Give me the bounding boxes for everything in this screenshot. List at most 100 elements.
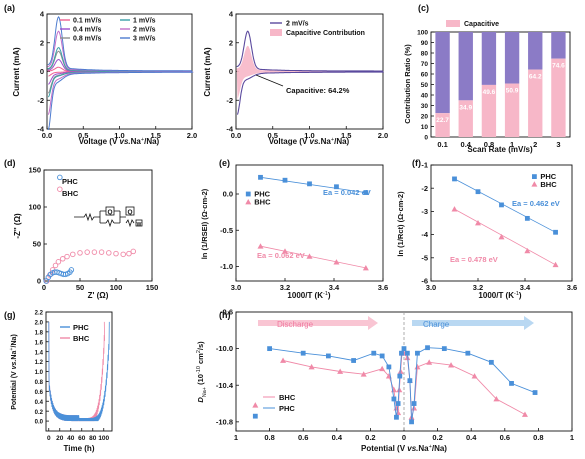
x-tick-label: 3.2 [280,283,290,292]
x-tick-label: 0.0 [42,131,52,140]
resistor-icon [105,219,115,228]
x-tick-label: 3.4 [520,283,531,292]
bar-capacitive [551,58,566,137]
y-tick-label: -10.4 [216,381,234,390]
legend-marker [531,181,538,187]
capacitive-area [236,45,383,100]
data-point-phc [68,267,75,273]
y-tick-label: 30 [421,103,429,110]
circuit-label: W [137,222,142,228]
equivalent-circuit-icon [74,206,143,228]
discharge-arrow [258,320,368,326]
data-point [351,358,356,363]
data-point [379,353,385,359]
data-point [308,363,315,370]
x-axis-title: Voltage (V vs.Na+/Na) [79,137,160,146]
y-axis-title: ln (1/Rct) (Ω·cm-2) [396,191,405,257]
data-point [282,248,288,254]
annotation-arrow [255,74,284,87]
x-tick-label: 0 [402,433,406,442]
bar-capacitive [504,83,520,137]
y-axis-title: Potential (V vs.Na+/Na) [9,334,18,410]
bar-value-label: 50.9 [506,88,519,95]
x-tick-label: 80 [89,435,97,442]
x-axis-title: Scan Rate (mV/s) [467,145,533,154]
y-axis-title: Current (mA) [203,47,212,97]
y-tick-label: 20 [421,114,429,121]
x-tick-label: 1 [570,433,574,442]
legend-label: 3 mV/s [133,36,156,43]
data-point [337,368,344,374]
cv-curve [47,16,193,131]
legend-label: 0.1 mV/s [73,18,102,25]
bar-capacitive [458,100,473,137]
x-tick-label: 3.4 [329,283,340,292]
data-point [465,350,471,356]
x-tick-label: 0.4 [332,433,343,442]
y-axis-title: DNa+ (10-10 cm2/s) [196,341,208,403]
data-point-bhc [77,250,83,256]
legend-marker [532,174,537,179]
data-point [257,243,264,249]
legend-label: BHC [73,334,90,343]
x-tick-label: 1.0 [114,131,124,140]
legend-swatch [270,29,282,36]
x-tick-label: 100 [110,283,123,292]
data-point-bhc [70,251,76,258]
legend-label: 0.4 mV/s [73,27,102,34]
data-point [362,264,369,271]
bar-diffusion [481,32,497,85]
legend-swatch [446,20,460,27]
legend-label: BHC [254,198,271,207]
x-tick-label: 1.5 [341,131,351,140]
y-tick-label: -9.6 [220,308,233,317]
data-point [426,359,433,365]
x-tick-label: 100 [98,435,109,442]
legend-label: 2 mV/s [133,27,156,34]
legend-label: BHC [540,180,557,189]
y-tick-label: 0.0 [223,190,233,199]
bar-capacitive [481,84,497,137]
x-tick-label: 1 [234,433,238,442]
data-point [282,177,288,183]
y-axis-title: Contribution Ratio (%) [403,44,412,124]
fit-line [260,245,366,269]
y-tick-label: 0 [424,135,428,142]
panel-tag: (h) [219,310,231,320]
bar-capacitive [528,69,543,137]
data-point [267,346,272,352]
annotation: Charge [423,320,450,329]
charge-arrowhead [524,316,534,330]
bar-value-label: 34.9 [459,104,472,111]
plot-frame [430,31,571,138]
cv-curve [236,30,385,115]
charge-arrow [412,320,524,326]
y-tick-label: 80 [421,51,429,58]
y-tick-label: 40 [421,93,429,100]
resistor-icon [74,212,100,222]
data-point [411,401,417,406]
y-tick-label: -2 [421,184,428,193]
x-tick-label: 3.0 [426,283,436,292]
plot-frame [43,169,153,282]
y-tick-label: -4 [226,125,233,134]
y-axis-title: Current (mA) [12,47,21,97]
y-tick-label: 90 [421,40,429,47]
x-tick-label: 1 [510,140,514,149]
y-tick-label: 2 [40,38,44,47]
data-point [258,174,263,180]
panel-tag: (a) [4,3,15,13]
data-point [379,365,386,372]
circuit-label: Q [107,209,112,216]
data-point [524,215,530,221]
panel-g: 0 20 40 60 80 100 0.0 0.2 0.4 0.6 0.8 1.0 1.2 1.4 1.6 1… [35,311,113,442]
x-axis-title: Time (h) [64,444,95,453]
bar-diffusion [504,32,520,84]
data-point [334,184,339,190]
x-axis-title: Z' (Ω) [88,291,109,300]
panel-tag: (e) [219,158,230,168]
x-tick-label: 1.0 [304,131,314,140]
